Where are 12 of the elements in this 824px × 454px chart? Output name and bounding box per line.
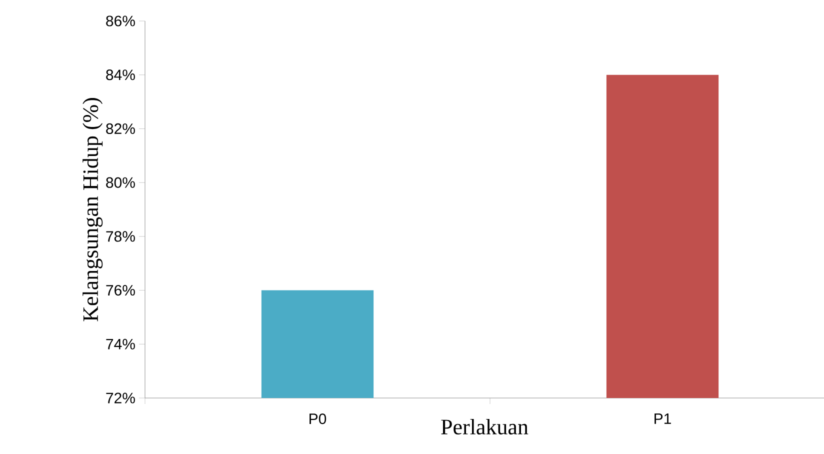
y-tick-label: 82% xyxy=(106,123,135,134)
x-axis-title: Perlakuan xyxy=(441,418,528,434)
y-tick-label: 76% xyxy=(106,284,135,296)
y-tick-label: 80% xyxy=(106,177,135,188)
y-tick-label: 74% xyxy=(106,338,135,350)
y-tick-label: 84% xyxy=(106,70,135,80)
x-tick-label: P1 xyxy=(654,414,671,424)
y-tick-label: 72% xyxy=(106,392,135,404)
y-tick-label: 78% xyxy=(106,231,135,242)
y-tick-label: 86% xyxy=(106,16,135,26)
x-tick-label: P0 xyxy=(310,414,326,424)
y-axis-title: Kelangsungan Hidup (%) xyxy=(82,98,103,322)
